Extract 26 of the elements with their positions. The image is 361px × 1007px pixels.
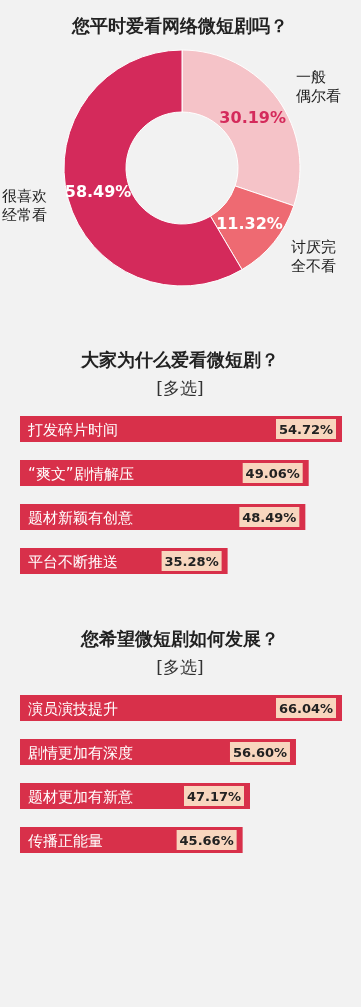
y-tick-label: 题材新颖有创意 <box>28 509 133 527</box>
y-tick-label: 打发碎片时间 <box>27 421 118 439</box>
chart-title: 您平时爱看网络微短剧吗？ <box>71 15 288 36</box>
slice-label: 一般偶尔看 <box>295 68 341 106</box>
y-tick-label: “爽文”剧情解压 <box>28 465 134 483</box>
y-tick-label: 题材更加有新意 <box>28 788 133 806</box>
data-label: 66.04% <box>278 701 334 716</box>
data-label: 54.72% <box>278 422 334 437</box>
y-tick-label: 传播正能量 <box>28 832 103 850</box>
chart-title: 大家为什么爱看微短剧？ <box>80 349 279 370</box>
data-label: 11.32% <box>216 213 283 233</box>
data-label: 35.28% <box>164 554 219 569</box>
chart-subtitle: [多选] <box>156 657 204 677</box>
data-label: 47.17% <box>186 789 242 804</box>
y-tick-label: 演员演技提升 <box>28 700 118 718</box>
data-label: 45.66% <box>179 833 234 848</box>
y-tick-label: 平台不断推送 <box>28 553 118 571</box>
data-label: 49.06% <box>245 466 300 481</box>
y-tick-label: 剧情更加有深度 <box>28 744 133 762</box>
data-label: 48.49% <box>242 510 297 525</box>
chart-subtitle: [多选] <box>156 378 204 398</box>
slice-label: 很喜欢经常看 <box>1 186 47 224</box>
data-label: 30.19% <box>219 108 287 128</box>
slice-label: 讨厌完全不看 <box>290 238 336 276</box>
data-label: 56.60% <box>232 745 288 760</box>
chart-title: 您希望微短剧如何发展？ <box>80 628 279 649</box>
